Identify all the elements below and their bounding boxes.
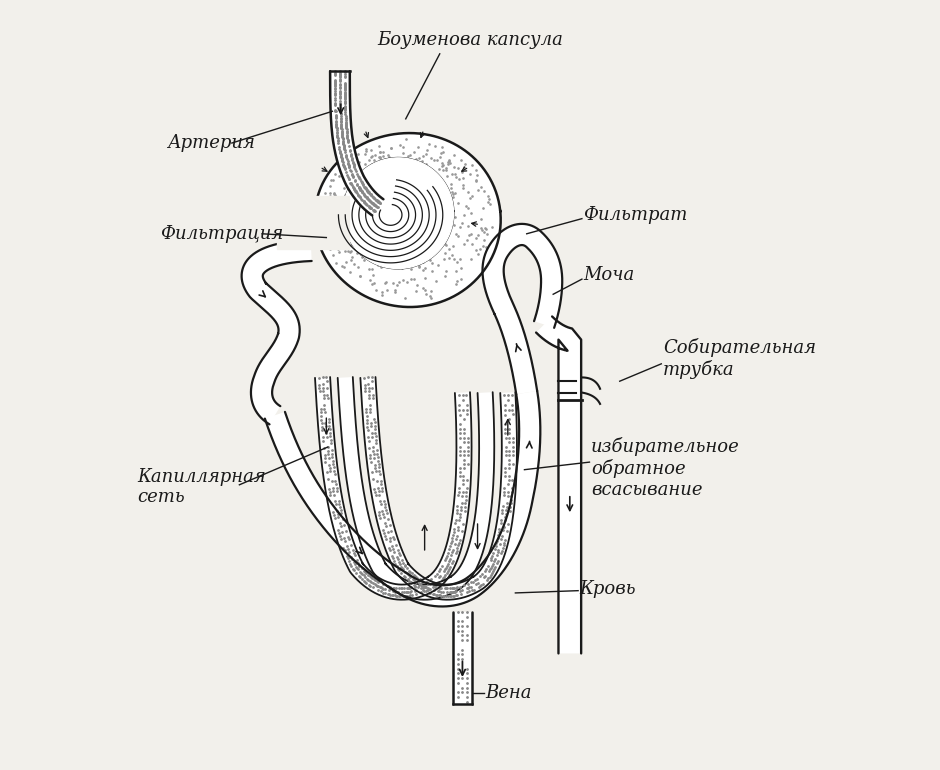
Polygon shape: [315, 377, 472, 600]
Polygon shape: [242, 239, 312, 424]
Text: Вена: Вена: [485, 685, 532, 702]
Text: Фильтрация: Фильтрация: [160, 225, 283, 243]
Polygon shape: [482, 224, 562, 394]
Text: Артерия: Артерия: [167, 134, 256, 152]
Text: Фильтрат: Фильтрат: [584, 206, 688, 224]
Text: Капиллярная
сеть: Капиллярная сеть: [137, 467, 266, 507]
Text: Боуменова капсула: Боуменова капсула: [377, 31, 563, 49]
Polygon shape: [360, 377, 517, 600]
Text: избирательное
обратное
всасывание: избирательное обратное всасывание: [591, 437, 740, 499]
Text: Моча: Моча: [584, 266, 634, 284]
Polygon shape: [265, 391, 540, 607]
Polygon shape: [315, 133, 501, 307]
Polygon shape: [337, 377, 494, 600]
Polygon shape: [343, 158, 453, 269]
Polygon shape: [330, 71, 384, 216]
Text: Кровь: Кровь: [580, 580, 636, 598]
Text: Собирательная
трубка: Собирательная трубка: [663, 338, 816, 379]
Polygon shape: [536, 316, 581, 654]
Polygon shape: [453, 612, 472, 704]
